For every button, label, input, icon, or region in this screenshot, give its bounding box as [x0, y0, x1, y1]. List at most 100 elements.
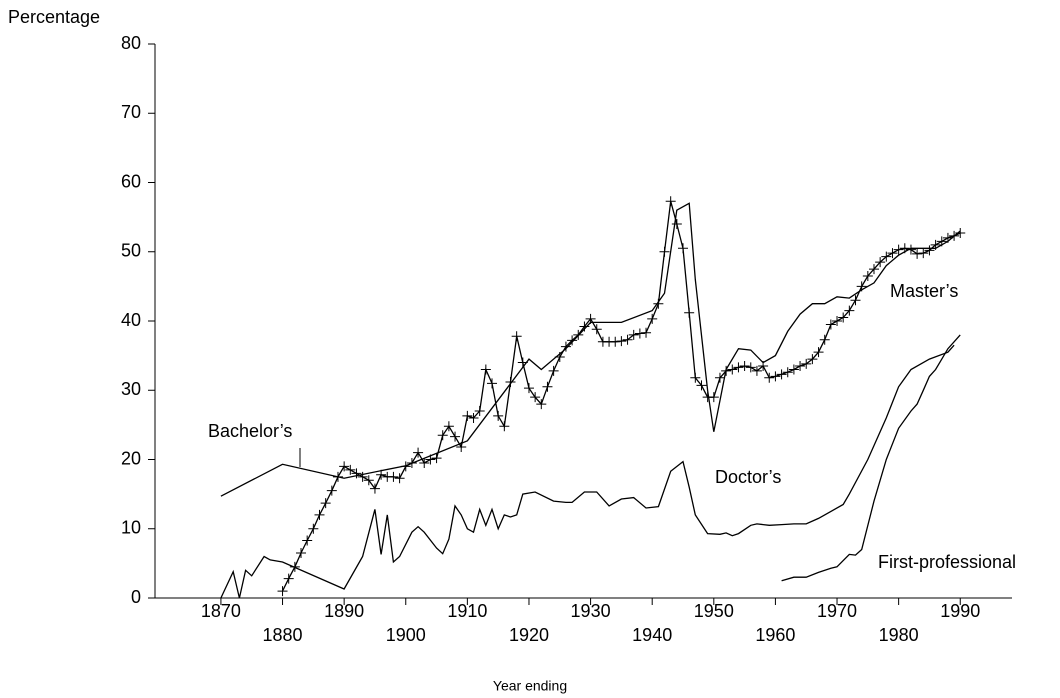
x-tick-label: 1970 [817, 601, 857, 621]
marker [474, 406, 485, 417]
marker [480, 364, 491, 375]
marker [955, 228, 966, 239]
marker [647, 313, 658, 324]
marker [875, 257, 886, 268]
marker [548, 365, 559, 376]
marker [801, 358, 812, 369]
marker [400, 461, 411, 472]
marker [616, 336, 627, 347]
series-line [220, 202, 961, 497]
x-tick-label: 1880 [263, 625, 303, 645]
y-tick-label: 70 [121, 102, 141, 122]
marker [795, 361, 806, 372]
marker [277, 586, 288, 597]
marker [542, 381, 553, 392]
marker [308, 523, 319, 534]
marker [659, 246, 670, 257]
marker [819, 334, 830, 345]
marker [406, 457, 417, 468]
marker [363, 475, 374, 486]
x-tick-label: 1870 [201, 601, 241, 621]
marker [413, 447, 424, 458]
marker [684, 307, 695, 318]
marker [437, 430, 448, 441]
marker [302, 535, 313, 546]
series-label: First-professional [878, 552, 1016, 572]
marker [511, 331, 522, 342]
marker [936, 236, 947, 247]
marker [369, 483, 380, 494]
marker [468, 412, 479, 423]
marker [431, 453, 442, 464]
marker [825, 319, 836, 330]
marker [425, 454, 436, 465]
marker [856, 281, 867, 292]
marker [832, 316, 843, 326]
series-label: Doctor’s [715, 467, 781, 487]
marker [456, 442, 467, 453]
marker [881, 251, 892, 262]
x-tick-label: 1960 [755, 625, 795, 645]
marker [517, 357, 528, 368]
series-line [781, 334, 961, 582]
marker [782, 367, 793, 378]
x-tick-label: 1930 [571, 601, 611, 621]
marker [671, 219, 682, 230]
y-tick-label: 10 [121, 518, 141, 538]
series-line [220, 344, 955, 599]
marker [930, 239, 941, 250]
marker [357, 471, 368, 482]
x-tick-label: 1980 [879, 625, 919, 645]
x-tick-label: 1940 [632, 625, 672, 645]
marker [727, 364, 738, 375]
x-tick-label: 1950 [694, 601, 734, 621]
marker [721, 365, 732, 376]
marker [899, 243, 910, 254]
marker [314, 509, 325, 520]
marker [339, 461, 350, 472]
y-tick-label: 30 [121, 379, 141, 399]
marker [739, 361, 750, 372]
marker [788, 364, 799, 375]
marker [505, 376, 516, 387]
marker [579, 321, 590, 332]
marker [838, 312, 849, 323]
marker [893, 244, 904, 255]
marker [462, 410, 473, 421]
marker [776, 369, 787, 380]
x-tick-label: 1990 [940, 601, 980, 621]
marker [912, 248, 923, 259]
marker [536, 399, 547, 410]
marker [918, 248, 929, 259]
y-tick-label: 60 [121, 171, 141, 191]
marker [345, 464, 356, 475]
marker [764, 372, 775, 383]
marker [419, 457, 430, 468]
marker [653, 298, 664, 309]
x-tick-label: 1910 [447, 601, 487, 621]
marker [326, 485, 337, 496]
marker [751, 365, 762, 376]
marker [450, 431, 461, 442]
marker [807, 354, 818, 365]
marker [868, 264, 879, 275]
marker [591, 324, 602, 335]
y-tick-label: 40 [121, 310, 141, 330]
marker [493, 410, 504, 421]
marker [714, 372, 725, 383]
y-tick-label: 50 [121, 241, 141, 261]
marker [376, 469, 387, 480]
series-label: Master’s [890, 281, 958, 301]
marker [523, 383, 534, 394]
y-tick-label: 20 [121, 448, 141, 468]
marker [924, 245, 935, 256]
marker [388, 471, 399, 482]
marker [351, 468, 362, 479]
marker [641, 327, 652, 338]
marker [696, 380, 707, 391]
marker [567, 335, 578, 346]
series-label: Bachelor’s [208, 421, 292, 441]
